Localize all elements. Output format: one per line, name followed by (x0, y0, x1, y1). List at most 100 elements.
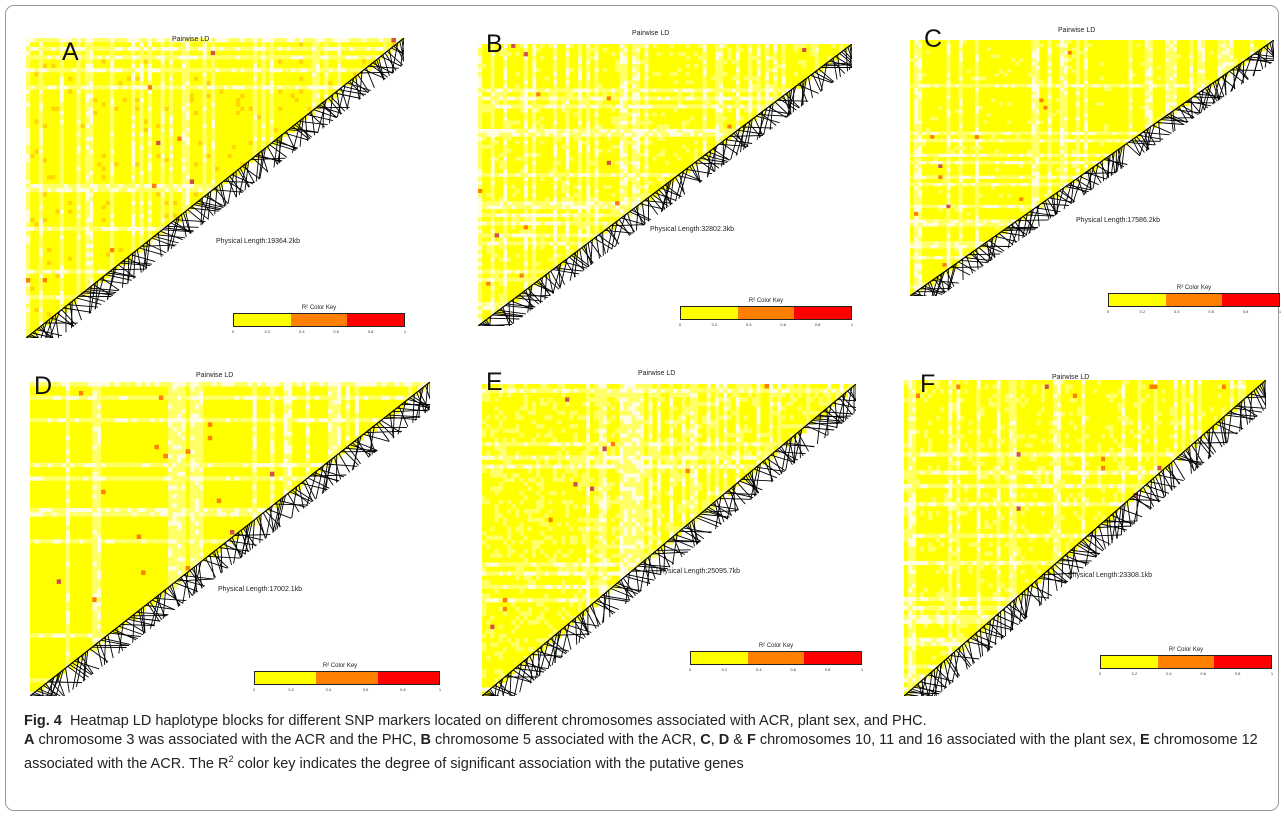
ld-cell (540, 60, 545, 65)
ld-cell (30, 115, 35, 120)
ld-cell (557, 68, 562, 73)
ld-cell (478, 88, 483, 93)
ld-cell (702, 84, 707, 89)
ld-cell (131, 110, 136, 116)
ld-cell (206, 119, 212, 124)
ld-cell (105, 260, 111, 266)
ld-cell (131, 136, 136, 142)
ld-cell (47, 200, 52, 206)
ld-cell (802, 68, 807, 73)
ld-cell (227, 68, 233, 73)
ld-cell (536, 168, 541, 174)
ld-cell (635, 80, 641, 85)
ld-cell (42, 80, 48, 86)
ld-cell (548, 84, 554, 89)
ld-cell (30, 248, 35, 253)
ld-cell (594, 60, 599, 65)
ld-cell (80, 68, 86, 73)
ld-cell (122, 98, 128, 103)
ld-cell (341, 80, 346, 86)
ld-cell (777, 72, 782, 77)
ld-cell (615, 148, 620, 153)
ld-cell (606, 72, 612, 77)
ld-cell (615, 120, 620, 125)
ld-cell (507, 144, 512, 149)
ld-cell (511, 124, 516, 129)
ld-cell (189, 46, 195, 52)
ld-cell (752, 56, 757, 61)
ld-cell (594, 44, 599, 49)
snp-position-line (156, 234, 186, 239)
ld-cell (286, 68, 291, 73)
ld-cell (498, 120, 504, 125)
ld-cell (590, 60, 595, 65)
ld-cell (665, 52, 670, 57)
ld-cell (97, 102, 102, 107)
ld-cell (606, 108, 612, 113)
ld-cell (72, 192, 77, 197)
ld-cell (244, 38, 249, 43)
ld-cell (68, 179, 73, 184)
ld-cell (198, 98, 203, 103)
ld-cell (793, 56, 799, 61)
ld-cell (215, 136, 220, 142)
ld-cell (648, 60, 653, 65)
ld-cell (126, 235, 132, 240)
ld-cell (219, 132, 224, 137)
ld-cell (557, 80, 562, 85)
ld-cell (89, 196, 94, 202)
ld-cell (89, 76, 94, 82)
snp-position-line (273, 137, 279, 168)
ld-cell (80, 136, 86, 142)
ld-cell (370, 55, 375, 60)
ld-cell (557, 112, 562, 117)
ld-cell (627, 88, 633, 93)
ld-cell (698, 100, 703, 105)
ld-cell (89, 179, 94, 184)
ld-cell (189, 76, 195, 82)
ld-cell (240, 59, 245, 64)
ld-cell (303, 106, 308, 112)
ld-cell (577, 100, 583, 105)
ld-cell (131, 98, 136, 103)
ld-cell (26, 192, 31, 197)
ld-cell (164, 72, 170, 77)
ld-cell (114, 196, 119, 202)
ld-cell (478, 52, 483, 57)
ld-cell (490, 76, 495, 81)
ld-cell (557, 136, 562, 141)
ld-cell (248, 110, 254, 116)
ld-cell (72, 85, 77, 90)
ld-cell (689, 48, 695, 53)
ld-cell (315, 55, 321, 60)
ld-cell (781, 88, 786, 93)
ld-cell (515, 185, 520, 190)
snp-position-line (45, 316, 54, 338)
ld-cell (482, 48, 487, 53)
ld-cell (72, 119, 77, 124)
ld-cell (536, 100, 541, 105)
ld-cell (561, 189, 566, 194)
ld-cell (706, 104, 712, 109)
ld-cell (47, 218, 52, 223)
ld-cell (202, 59, 207, 64)
ld-cell (59, 222, 65, 227)
ld-cell (773, 96, 778, 101)
ld-cell (248, 59, 254, 64)
ld-cell (548, 80, 554, 85)
ld-cell (34, 119, 39, 124)
ld-cell (315, 72, 321, 77)
ld-cell (97, 80, 102, 86)
ld-cell (63, 119, 69, 124)
ld-cell (714, 76, 720, 81)
ld-cell (80, 273, 86, 279)
ld-cell (97, 205, 102, 210)
ld-cell (598, 120, 603, 125)
ld-cell (656, 76, 662, 81)
ld-cell (673, 140, 678, 145)
ld-cell (341, 72, 346, 77)
ld-cell (565, 76, 570, 81)
ld-cell (706, 76, 712, 81)
ld-cell (51, 110, 56, 116)
ld-cell (602, 52, 608, 57)
